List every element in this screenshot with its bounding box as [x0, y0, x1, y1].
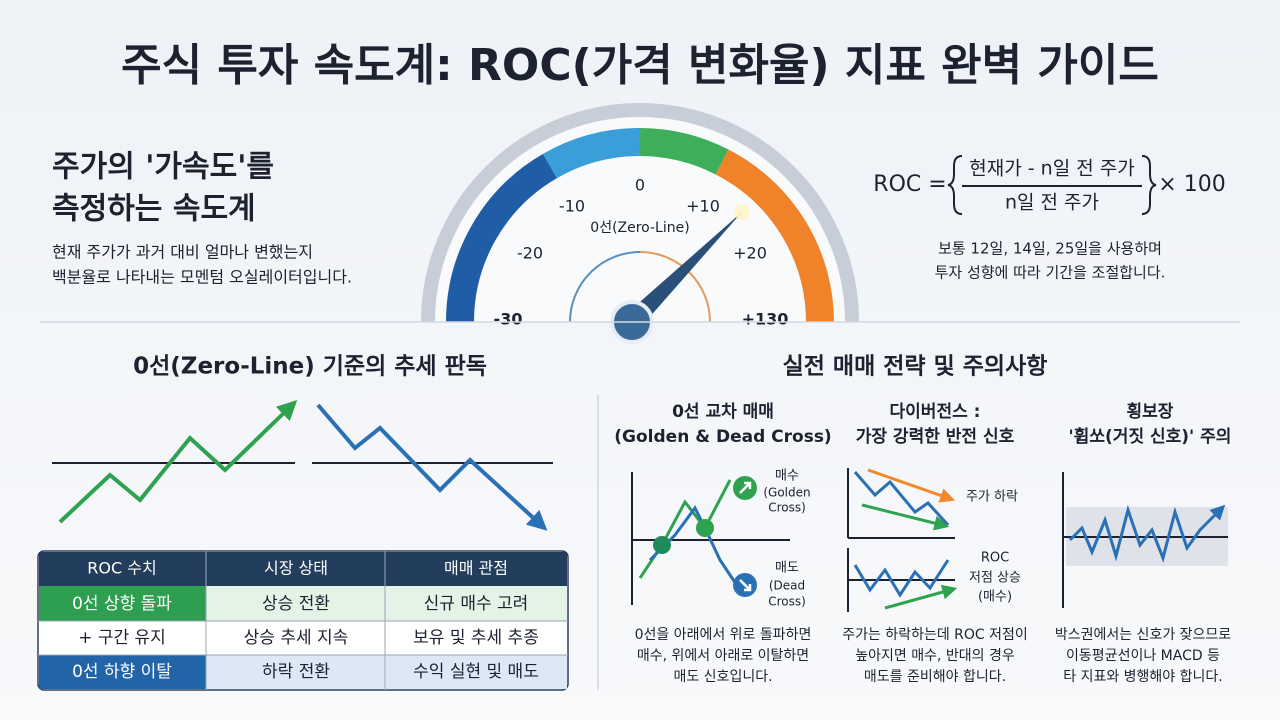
- formula-note: 보통 12일, 14일, 25일을 사용하며: [938, 240, 1162, 258]
- formula-brace: [947, 155, 1157, 215]
- decoration: [734, 204, 750, 220]
- table-header: ROC 수치: [87, 559, 156, 578]
- column-title: '휩쏘(거짓 신호)' 주의: [1069, 427, 1232, 447]
- table-cell: 보유 및 추세 추종: [413, 628, 539, 648]
- decoration: [39, 655, 206, 689]
- decoration: [715, 149, 834, 323]
- column-title: (Golden & Dead Cross): [614, 427, 831, 447]
- column-text: 0선을 아래에서 위로 돌파하면: [635, 627, 812, 643]
- decoration: [445, 153, 558, 323]
- decoration: [624, 212, 742, 328]
- column-text: 매도를 준비해야 합니다.: [864, 669, 1006, 685]
- formula-numerator: 현재가 - n일 전 주가: [969, 158, 1134, 180]
- decoration: [39, 586, 206, 621]
- trend-illustration: [52, 400, 553, 531]
- table-cell: 상승 추세 지속: [244, 628, 349, 648]
- table-cell: 0선 하향 이탈: [72, 662, 172, 682]
- illustration-label: 저점 상승: [969, 571, 1021, 586]
- intro-text: 현재 주가가 과거 대비 얼마나 변했는지: [52, 243, 313, 262]
- gauge-label: +130: [742, 310, 789, 329]
- column-text: 주가는 하락하는데 ROC 저점이: [842, 627, 1028, 643]
- column-text: 매도 신호입니다.: [673, 669, 772, 685]
- decoration: [867, 468, 956, 503]
- formula-multiplier: × 100: [1158, 172, 1225, 197]
- section-title: 0선(Zero-Line) 기준의 추세 판독: [133, 354, 487, 380]
- illustration-label: (Dead: [769, 579, 805, 593]
- formula-lhs: ROC =: [873, 172, 946, 197]
- gauge-label: +10: [686, 197, 720, 216]
- decoration: [739, 481, 752, 494]
- cross-illustration: [631, 472, 790, 605]
- decoration: [639, 128, 729, 175]
- illustration-label: 매도: [775, 561, 799, 576]
- decoration: [696, 519, 714, 537]
- gauge-label: -30: [494, 310, 523, 329]
- decoration: [206, 586, 567, 621]
- zero-line-label: 0선(Zero-Line): [590, 220, 689, 236]
- decoration: [648, 505, 742, 591]
- decoration: [206, 655, 567, 689]
- table-header: 시장 상태: [264, 559, 328, 578]
- gauge-label: +20: [733, 244, 767, 263]
- intro-text: 백분율로 나타내는 모멘텀 오실레이터입니다.: [52, 268, 352, 287]
- decoration: [39, 552, 567, 586]
- decoration: [861, 503, 950, 531]
- column-text: 높아지면 매수, 반대의 경우: [855, 648, 1015, 664]
- column-title: 가장 강력한 반전 신호: [856, 427, 1015, 447]
- table-cell: + 구간 유지: [78, 628, 166, 648]
- column-title: 횡보장: [1127, 402, 1174, 422]
- sideways-illustration: [1062, 472, 1228, 608]
- section-title: 실전 매매 전략 및 주의사항: [783, 354, 1048, 380]
- illustration-label: ROC: [981, 551, 1009, 566]
- formula-denominator: n일 전 주가: [1005, 192, 1099, 214]
- intro-heading: 주가의 '가속도'를: [52, 150, 274, 185]
- decoration: [639, 251, 711, 323]
- illustration-label: (Golden: [763, 486, 810, 500]
- table-cell: 0선 상향 돌파: [72, 594, 172, 614]
- decoration: [58, 400, 298, 524]
- column-title: 다이버전스 :: [890, 402, 981, 422]
- gauge: [421, 103, 859, 344]
- table: [37, 550, 569, 691]
- table-cell: 신규 매수 고려: [424, 594, 529, 614]
- decoration: [739, 579, 752, 592]
- formula-note: 투자 성향에 따라 기간을 조절합니다.: [935, 264, 1166, 282]
- decoration: [853, 471, 950, 527]
- gauge-label: -20: [517, 244, 543, 263]
- table-cell: 수익 실현 및 매도: [413, 662, 539, 682]
- illustration-label: 매수: [775, 469, 799, 484]
- divergence-illustration: [847, 468, 958, 612]
- table-cell: 상승 전환: [262, 594, 330, 614]
- table-header: 매매 관점: [444, 559, 508, 578]
- column-title: 0선 교차 매매: [672, 402, 774, 422]
- decoration: [569, 251, 641, 323]
- decoration: [1068, 504, 1226, 563]
- column-text: 타 지표와 병행해야 합니다.: [1063, 669, 1222, 685]
- decoration: [884, 584, 958, 610]
- illustration-label: Cross): [768, 501, 806, 515]
- illustration-label: (매수): [978, 590, 1012, 605]
- decoration: [316, 403, 548, 531]
- decoration: [543, 127, 641, 179]
- decoration: [653, 536, 671, 554]
- table-cell: 하락 전환: [262, 662, 330, 682]
- column-text: 매수, 위에서 아래로 이탈하면: [637, 648, 809, 664]
- gauge-label: 0: [635, 176, 645, 195]
- intro-heading: 측정하는 속도계: [52, 192, 256, 227]
- gauge-label: -10: [559, 197, 585, 216]
- title: 주식 투자 속도계: ROC(가격 변화율) 지표 완벽 가이드: [121, 40, 1159, 91]
- decoration: [853, 559, 950, 598]
- illustration-label: Cross): [768, 595, 806, 609]
- column-text: 박스권에서는 신호가 잦으므로: [1055, 627, 1231, 643]
- illustration-label: 주가 하락: [966, 490, 1018, 505]
- column-text: 이동평균선이나 MACD 등: [1066, 648, 1220, 664]
